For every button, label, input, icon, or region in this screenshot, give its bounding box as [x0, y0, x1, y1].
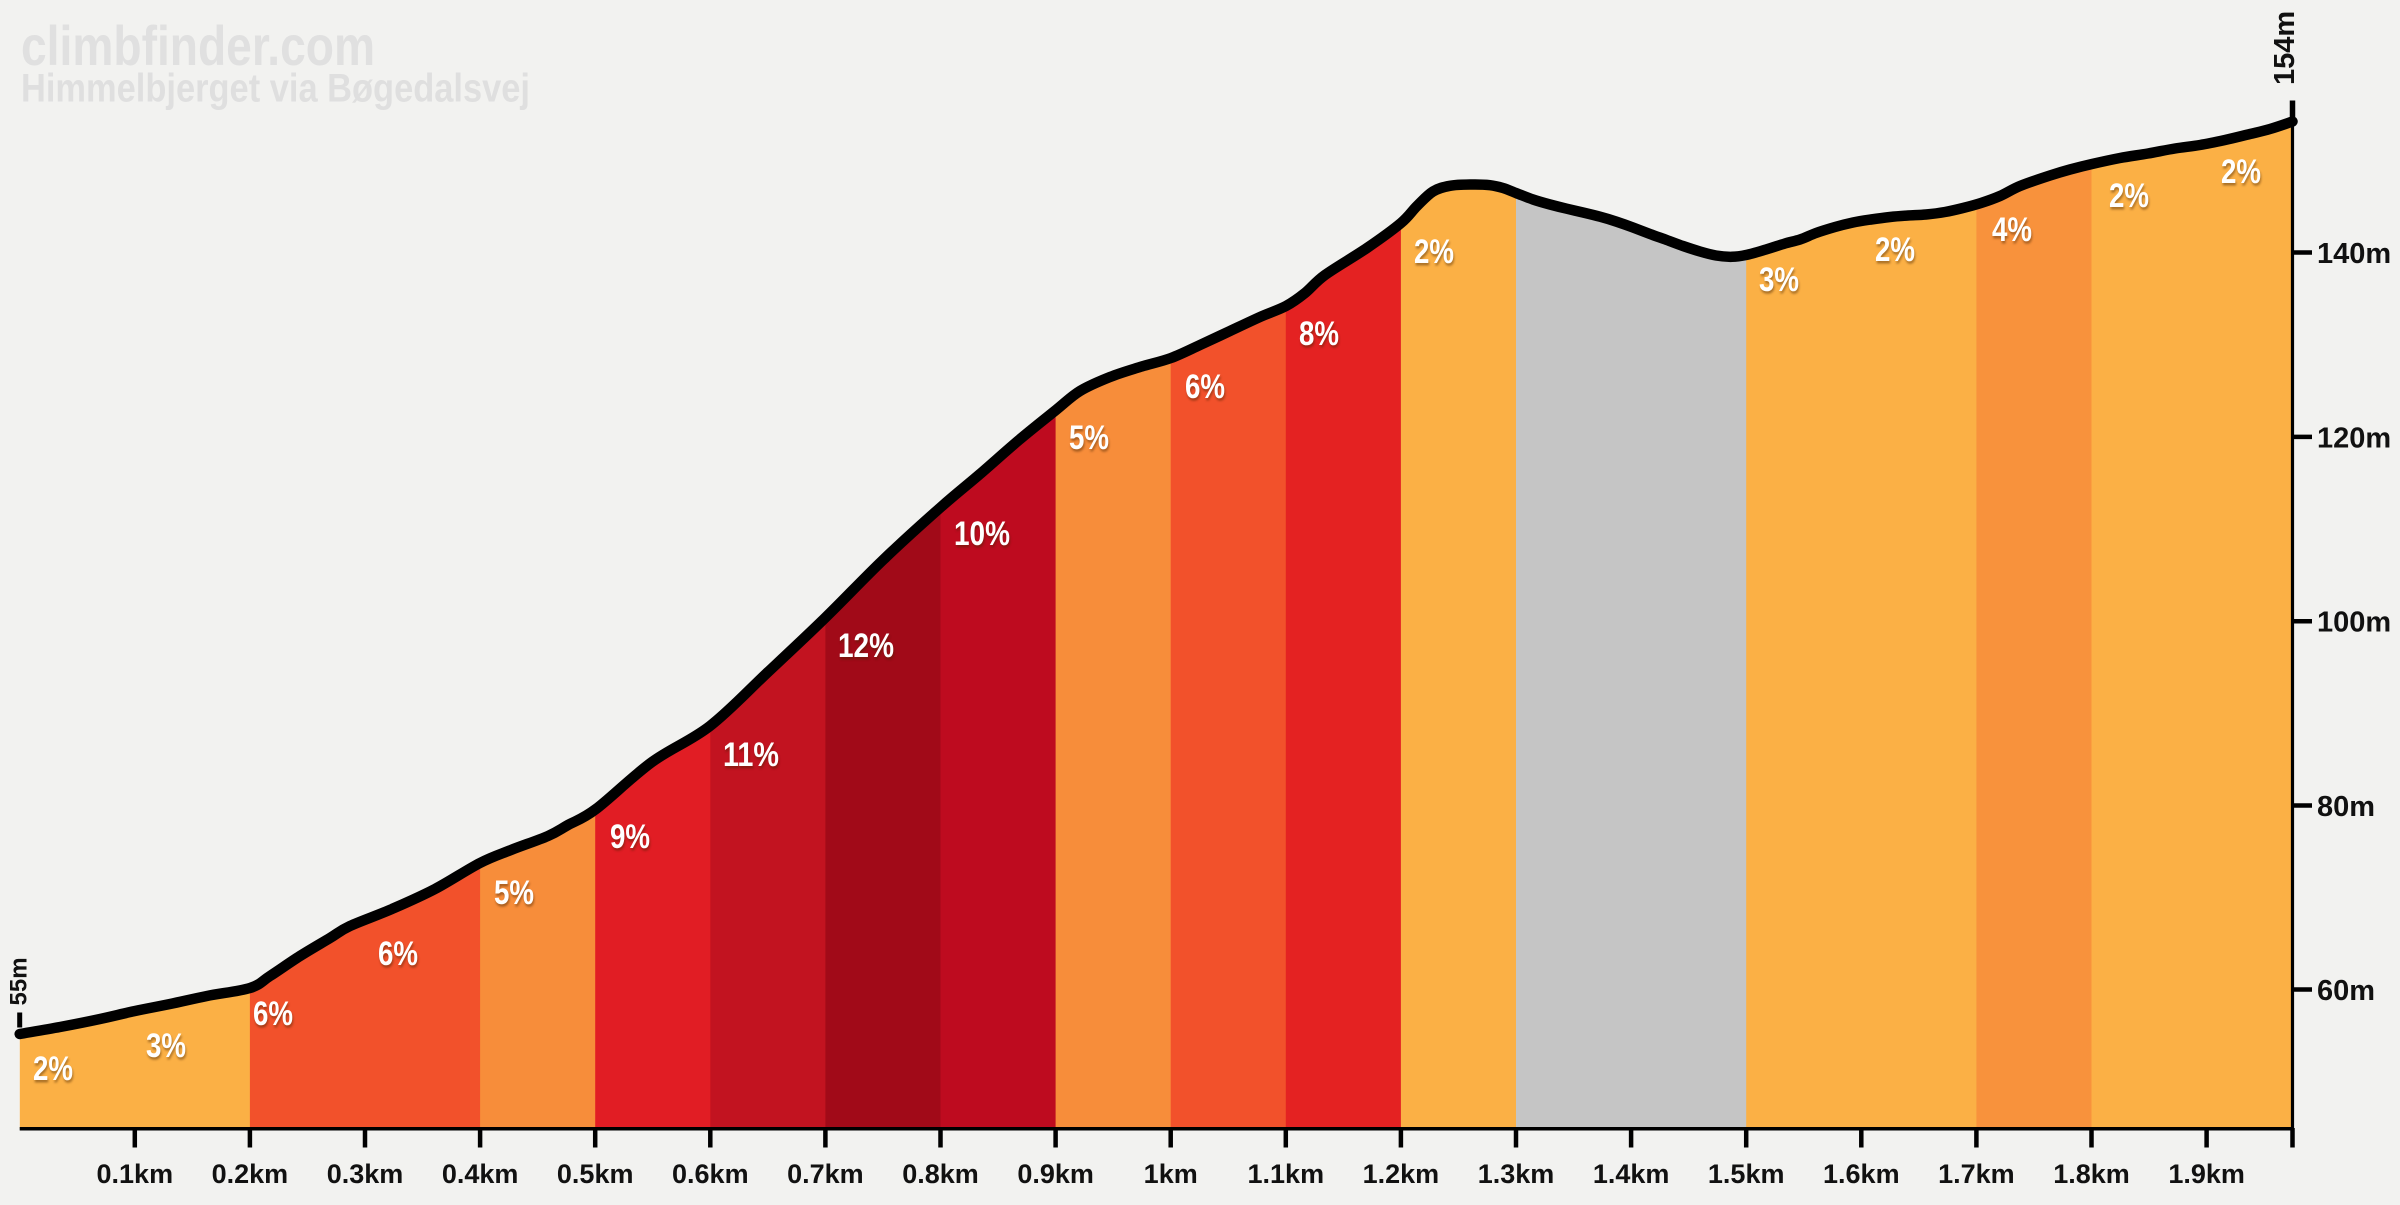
svg-text:6%: 6%: [1185, 368, 1225, 406]
svg-text:8%: 8%: [1299, 315, 1339, 353]
svg-text:154m: 154m: [2269, 11, 2301, 85]
svg-text:10%: 10%: [954, 515, 1010, 553]
svg-text:1.1km: 1.1km: [1248, 1159, 1325, 1189]
svg-text:2%: 2%: [1875, 231, 1915, 269]
svg-text:6%: 6%: [378, 935, 418, 973]
svg-text:4%: 4%: [1992, 211, 2032, 249]
svg-text:12%: 12%: [838, 627, 894, 665]
svg-text:0.2km: 0.2km: [212, 1159, 289, 1189]
svg-text:1km: 1km: [1144, 1159, 1198, 1189]
svg-text:0.3km: 0.3km: [327, 1159, 404, 1189]
svg-text:1.7km: 1.7km: [1938, 1159, 2015, 1189]
svg-text:1.5km: 1.5km: [1708, 1159, 1785, 1189]
svg-text:1.4km: 1.4km: [1593, 1159, 1670, 1189]
svg-text:1.9km: 1.9km: [2168, 1159, 2245, 1189]
svg-text:11%: 11%: [723, 736, 779, 774]
svg-text:3%: 3%: [1759, 261, 1799, 299]
svg-text:3%: 3%: [146, 1027, 186, 1065]
svg-text:0.7km: 0.7km: [787, 1159, 864, 1189]
svg-text:1.2km: 1.2km: [1363, 1159, 1440, 1189]
svg-text:0.6km: 0.6km: [672, 1159, 749, 1189]
svg-text:120m: 120m: [2317, 422, 2391, 454]
svg-text:2%: 2%: [2109, 177, 2149, 215]
svg-text:0.8km: 0.8km: [902, 1159, 979, 1189]
svg-text:climbfinder.com: climbfinder.com: [21, 14, 375, 77]
svg-text:6%: 6%: [253, 995, 293, 1033]
svg-text:5%: 5%: [494, 874, 534, 912]
svg-text:0.9km: 0.9km: [1017, 1159, 1094, 1189]
svg-text:1.8km: 1.8km: [2053, 1159, 2130, 1189]
svg-text:1.6km: 1.6km: [1823, 1159, 1900, 1189]
svg-text:80m: 80m: [2317, 791, 2375, 823]
svg-text:Himmelbjerget via Bøgedalsvej: Himmelbjerget via Bøgedalsvej: [21, 67, 530, 111]
svg-text:5%: 5%: [1069, 419, 1109, 457]
svg-text:55m: 55m: [6, 957, 33, 1005]
svg-text:2%: 2%: [2221, 153, 2261, 191]
svg-text:2%: 2%: [1414, 233, 1454, 271]
svg-text:9%: 9%: [610, 818, 650, 856]
svg-text:0.4km: 0.4km: [442, 1159, 519, 1189]
svg-text:0.5km: 0.5km: [557, 1159, 634, 1189]
svg-text:60m: 60m: [2317, 975, 2375, 1007]
svg-text:1.3km: 1.3km: [1478, 1159, 1555, 1189]
svg-text:2%: 2%: [33, 1050, 73, 1088]
svg-text:100m: 100m: [2317, 607, 2391, 639]
svg-text:140m: 140m: [2317, 238, 2391, 270]
svg-text:0.1km: 0.1km: [97, 1159, 174, 1189]
